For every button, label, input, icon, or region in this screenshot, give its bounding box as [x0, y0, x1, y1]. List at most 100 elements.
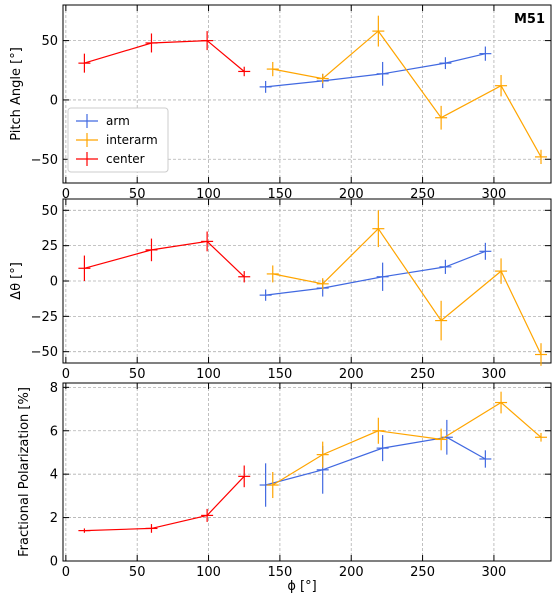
legend-label-arm: arm — [106, 114, 130, 128]
x-tick-label: 100 — [196, 187, 221, 202]
data-point-center — [78, 53, 91, 73]
data-point-interarm — [266, 265, 279, 283]
data-point-interarm — [316, 441, 329, 468]
y-tick-label: 8 — [50, 381, 58, 396]
data-point-arm — [376, 262, 389, 291]
series-line-center — [84, 475, 245, 532]
data-point-interarm — [266, 472, 279, 499]
panel-2: 0 50 100 150 200 250 300 −50 −25 0 25 50 Δθ [°] — [9, 198, 552, 382]
data-point-center — [201, 508, 214, 522]
y-tick-label: 6 — [50, 424, 58, 439]
x-tick-label: 300 — [482, 367, 507, 382]
axes-frame — [62, 382, 552, 562]
x-tick-label: 300 — [482, 187, 507, 202]
x-tick-label: 0 — [62, 367, 70, 382]
data-point-center — [78, 255, 91, 281]
data-point-arm — [439, 259, 452, 274]
series-line-arm — [265, 53, 486, 88]
legend: arm interarm center — [67, 107, 169, 173]
y-tick-label: 4 — [50, 468, 58, 483]
y-tick-label: 2 — [50, 511, 58, 526]
data-point-arm — [479, 450, 492, 468]
panel-3: 0 50 100 150 200 250 300 0 2 4 6 8 Fractional Polari… — [17, 381, 552, 580]
series-line-interarm — [272, 401, 542, 486]
x-tick-label: 150 — [267, 565, 292, 580]
series-line-arm — [265, 250, 486, 296]
x-tick-label: 250 — [410, 565, 435, 580]
legend-box — [67, 107, 169, 173]
data-point-center — [238, 66, 251, 77]
data-point-interarm — [535, 149, 548, 165]
y-axis-label: Pitch Angle [°] — [9, 47, 24, 141]
panel-1: 0 50 100 150 200 250 300 −50 0 50 Pitch Angle [°] a… — [9, 4, 552, 202]
data-point-interarm — [495, 258, 508, 284]
data-point-center — [238, 465, 251, 488]
y-tick-label: −50 — [31, 345, 58, 360]
data-point-interarm — [495, 75, 508, 97]
data-point-center — [78, 528, 91, 533]
data-point-interarm — [372, 417, 385, 444]
y-tick-label: −25 — [31, 310, 58, 325]
series-line-center — [84, 240, 245, 278]
y-tick-label: 0 — [50, 555, 58, 570]
y-tick-label: 0 — [50, 93, 58, 108]
data-point-interarm — [535, 343, 548, 366]
data-point-center — [145, 524, 158, 533]
data-point-arm — [479, 46, 492, 61]
data-point-arm — [376, 61, 389, 86]
data-point-interarm — [435, 105, 448, 130]
y-axis-label: Δθ [°] — [9, 262, 24, 300]
series-line-arm — [265, 436, 486, 486]
y-tick-label: 25 — [41, 239, 58, 254]
data-point-interarm — [266, 61, 279, 77]
x-tick-label: 50 — [129, 565, 146, 580]
data-point-center — [201, 31, 214, 51]
data-point-arm — [376, 435, 389, 462]
data-point-arm — [479, 242, 492, 260]
x-axis-label: ϕ [°] — [287, 579, 316, 594]
x-tick-label: 100 — [196, 565, 221, 580]
axes-frame — [62, 4, 552, 184]
y-tick-label: 0 — [50, 275, 58, 290]
data-point-arm — [259, 289, 272, 301]
x-tick-label: 50 — [129, 187, 146, 202]
x-tick-label: 0 — [62, 565, 70, 580]
x-tick-label: 200 — [339, 565, 364, 580]
y-tick-label: 50 — [41, 34, 58, 49]
x-tick-label: 100 — [196, 367, 221, 382]
series-line-interarm — [272, 30, 542, 158]
y-tick-label: −50 — [31, 153, 58, 168]
data-point-interarm — [372, 15, 385, 47]
y-axis-label: Fractional Polarization [%] — [17, 387, 32, 557]
data-point-arm — [259, 80, 272, 93]
data-point-interarm — [316, 278, 329, 290]
data-point-interarm — [316, 73, 329, 84]
x-tick-label: 200 — [339, 367, 364, 382]
x-tick-label: 300 — [482, 565, 507, 580]
data-point-center — [145, 238, 158, 262]
x-tick-label: 150 — [267, 187, 292, 202]
x-tick-label: 50 — [129, 367, 146, 382]
series-line-interarm — [272, 227, 542, 355]
legend-label-interarm: interarm — [106, 133, 158, 147]
x-tick-label: 0 — [62, 187, 70, 202]
data-point-center — [238, 271, 251, 283]
x-tick-label: 250 — [410, 367, 435, 382]
data-point-arm — [439, 57, 452, 70]
x-tick-label: 150 — [267, 367, 292, 382]
legend-label-center: center — [106, 152, 145, 166]
data-point-interarm — [435, 428, 448, 451]
y-tick-label: 50 — [41, 204, 58, 219]
figure-annotation: M51 — [514, 12, 545, 27]
data-point-center — [201, 231, 214, 252]
data-point-interarm — [372, 210, 385, 248]
data-point-interarm — [435, 300, 448, 341]
x-tick-label: 200 — [339, 187, 364, 202]
data-point-interarm — [495, 391, 508, 414]
x-tick-label: 250 — [410, 187, 435, 202]
data-point-arm — [440, 419, 453, 455]
series-line-center — [84, 39, 245, 72]
data-point-center — [145, 33, 158, 53]
